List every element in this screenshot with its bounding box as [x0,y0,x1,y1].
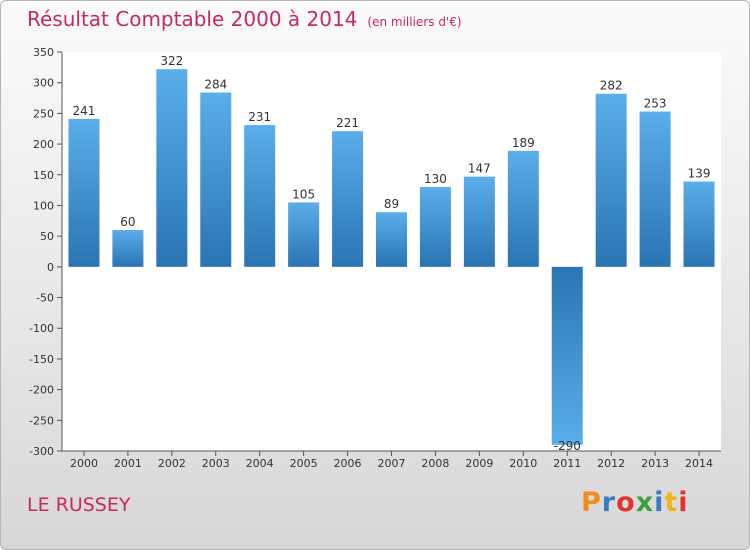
unit-note: (en milliers d'€) [367,15,462,29]
x-tick-label-2006: 2006 [334,457,362,470]
bar-2006 [332,131,364,267]
commune-name: LE RUSSEY [27,494,131,516]
y-tick-label: 0 [47,261,54,274]
chart-title: Résultat Comptable 2000 à 2014 (en millie… [27,7,462,31]
bar-2007 [376,212,407,267]
x-tick-label-2011: 2011 [553,457,581,470]
x-tick-label-2013: 2013 [641,457,669,470]
x-tick-label-2010: 2010 [509,457,537,470]
x-tick-label-2014: 2014 [685,457,713,470]
bar-2011 [551,266,583,445]
chart-title-text: Résultat Comptable 2000 à 2014 [27,7,358,31]
bar-2000 [68,118,100,267]
proxiti-logo: Proxiti [581,487,689,518]
x-tick-label-2005: 2005 [290,457,318,470]
data-label-2014: 139 [688,167,711,181]
data-label-2007: 89 [384,197,399,211]
x-tick-label-2003: 2003 [202,457,230,470]
y-tick-label: -200 [29,384,54,397]
data-label-2010: 189 [512,136,535,150]
data-label-2002: 322 [160,54,183,68]
bar-2012 [595,93,627,267]
data-label-2012: 282 [600,79,623,93]
y-tick-label: 50 [40,230,54,243]
bar-2004 [244,125,276,267]
y-tick-label: 350 [33,46,54,59]
bar-2009 [463,176,495,267]
bar-2010 [507,150,539,267]
x-tick-label-2009: 2009 [465,457,493,470]
x-tick-label-2007: 2007 [378,457,406,470]
data-label-2006: 221 [336,116,359,130]
data-label-2005: 105 [292,187,315,201]
data-label-2009: 147 [468,162,491,176]
x-tick-label-2001: 2001 [114,457,142,470]
data-label-2003: 284 [204,78,227,92]
x-tick-label-2000: 2000 [70,457,98,470]
x-tick-label-2008: 2008 [421,457,449,470]
y-tick-label: -150 [29,353,54,366]
bar-2008 [419,187,451,267]
y-tick-label: -100 [29,322,54,335]
data-label-2008: 130 [424,172,447,186]
bar-2003 [200,92,232,267]
data-label-2000: 241 [73,104,96,118]
y-tick-label: -50 [36,292,54,305]
data-label-2004: 231 [248,110,271,124]
y-tick-label: 250 [33,107,54,120]
data-label-2013: 253 [644,97,667,111]
data-label-2001: 60 [120,215,135,229]
bar-2001 [112,230,144,267]
bar-2002 [156,69,188,267]
bar-2014 [683,181,715,267]
bar-2013 [639,111,671,267]
y-tick-label: 300 [33,77,54,90]
y-tick-label: -300 [29,445,54,458]
y-tick-label: -250 [29,414,54,427]
y-tick-label: 150 [33,169,54,182]
y-tick-label: 200 [33,138,54,151]
data-label-2011: -290 [554,439,581,453]
y-tick-label: 100 [33,199,54,212]
x-tick-label-2012: 2012 [597,457,625,470]
x-tick-label-2004: 2004 [246,457,274,470]
bar-2005 [288,202,320,267]
x-tick-label-2002: 2002 [158,457,186,470]
